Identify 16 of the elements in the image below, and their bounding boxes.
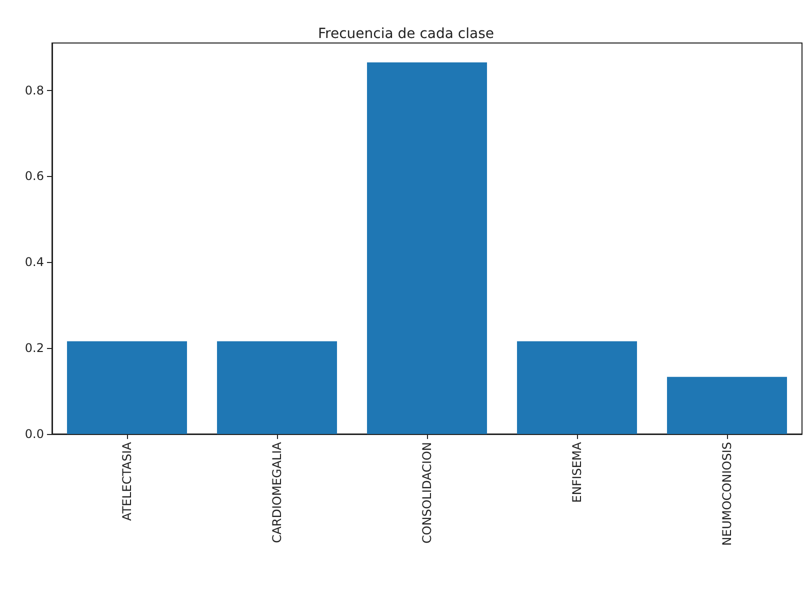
x-tick-label: CARDIOMEGALIA [270,441,284,544]
bar [367,62,487,434]
bar [67,341,187,434]
bar [667,376,787,434]
bar [217,341,337,434]
y-tick-label: 0.8 [24,83,44,98]
chart-title: Frecuencia de cada clase [318,26,494,42]
x-tick-label: ATELECTASIA [120,441,134,521]
x-tick-label: CONSOLIDACION [420,442,434,544]
y-tick-label: 0.0 [24,427,44,441]
bar [517,341,637,434]
y-tick-label: 0.6 [24,169,44,184]
x-tick-label: NEUMOCONIOSIS [720,442,734,546]
x-tick-label: ENFISEMA [570,441,584,503]
y-tick-label: 0.2 [24,341,44,356]
y-tick-label: 0.4 [24,255,44,270]
